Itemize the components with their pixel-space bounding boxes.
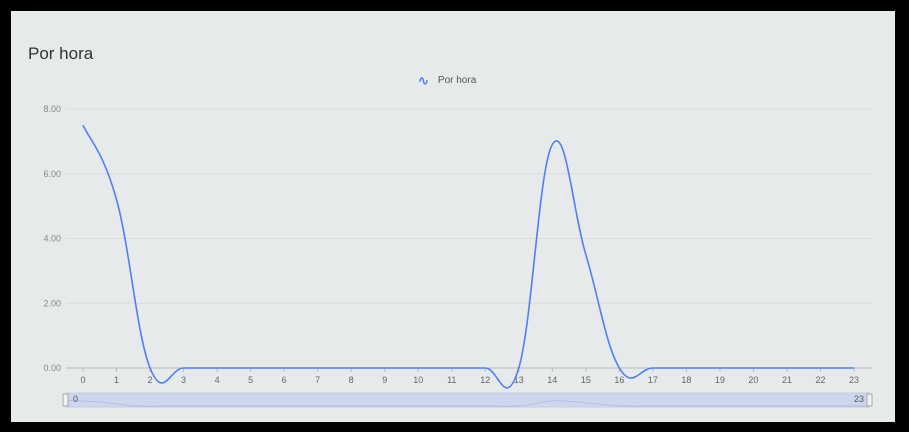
zoom-preview-line (65, 399, 869, 407)
x-tick-label: 18 (681, 375, 691, 385)
x-tick-label: 13 (514, 375, 524, 385)
chart-title: Por hora (28, 44, 94, 63)
x-tick-label: 16 (614, 375, 624, 385)
y-tick-label: 8.00 (43, 104, 61, 114)
x-tick-label: 12 (480, 375, 490, 385)
x-tick-label: 23 (849, 375, 859, 385)
x-tick-label: 7 (315, 375, 320, 385)
chart-panel (11, 11, 895, 422)
x-tick-label: 14 (547, 375, 557, 385)
x-tick-label: 2 (148, 375, 153, 385)
chart-legend[interactable]: ∿ Por hora (418, 72, 477, 88)
x-tick-label: 3 (181, 375, 186, 385)
x-tick-label: 9 (382, 375, 387, 385)
x-tick-label: 5 (248, 375, 253, 385)
x-tick-label: 6 (282, 375, 287, 385)
y-tick-label: 0.00 (43, 363, 61, 373)
zoom-start-label: 0 (73, 394, 78, 404)
x-tick-label: 22 (815, 375, 825, 385)
y-tick-label: 4.00 (43, 234, 61, 244)
series-line (82, 124, 854, 389)
zoom-end-label: 23 (854, 394, 864, 404)
y-tick-label: 6.00 (43, 169, 61, 179)
x-tick-label: 20 (748, 375, 758, 385)
zoom-slider-track (65, 392, 870, 408)
zoom-start-handle[interactable] (62, 393, 69, 407)
x-tick-label: 10 (413, 375, 423, 385)
zoom-end-handle[interactable] (866, 393, 873, 407)
legend-label: Por hora (437, 75, 477, 86)
x-tick-label: 8 (349, 375, 354, 385)
x-tick-label: 0 (80, 375, 85, 385)
line-series-icon: ∿ (418, 72, 429, 88)
x-tick-label: 19 (715, 375, 725, 385)
x-tick-label: 11 (447, 375, 456, 385)
x-tick-label: 15 (581, 375, 591, 385)
x-tick-label: 4 (215, 375, 220, 385)
x-tick-label: 17 (648, 375, 658, 385)
x-tick-label: 21 (782, 375, 792, 385)
y-tick-label: 2.00 (43, 298, 61, 308)
x-tick-label: 1 (114, 375, 119, 385)
